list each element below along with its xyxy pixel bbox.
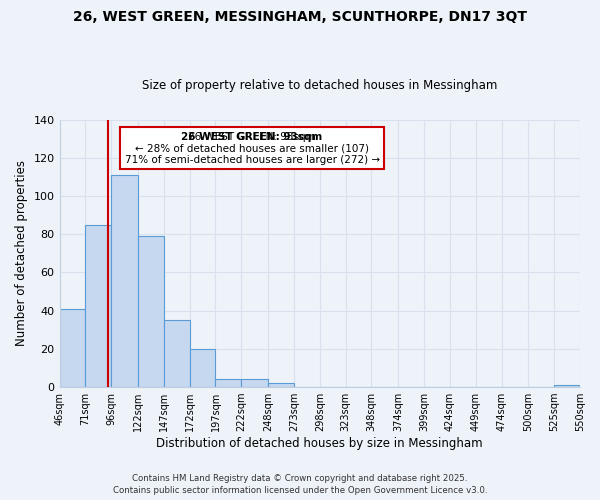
Title: Size of property relative to detached houses in Messingham: Size of property relative to detached ho… [142,79,497,92]
Bar [554,385,580,387]
Bar [215,380,241,387]
Text: 26 WEST GREEN: 93sqm: 26 WEST GREEN: 93sqm [181,132,323,176]
Text: 26, WEST GREEN, MESSINGHAM, SCUNTHORPE, DN17 3QT: 26, WEST GREEN, MESSINGHAM, SCUNTHORPE, … [73,10,527,24]
Bar [241,380,268,387]
Bar [164,320,190,387]
Bar [111,175,138,387]
X-axis label: Distribution of detached houses by size in Messingham: Distribution of detached houses by size … [157,437,483,450]
Bar [190,349,215,387]
Text: 26 WEST GREEN: 93sqm
← 28% of detached houses are smaller (107)
71% of semi-deta: 26 WEST GREEN: 93sqm ← 28% of detached h… [125,132,380,165]
Bar [59,308,85,387]
Bar [85,224,111,387]
Bar [268,384,294,387]
Bar [138,236,164,387]
Text: Contains HM Land Registry data © Crown copyright and database right 2025.
Contai: Contains HM Land Registry data © Crown c… [113,474,487,495]
Y-axis label: Number of detached properties: Number of detached properties [15,160,28,346]
